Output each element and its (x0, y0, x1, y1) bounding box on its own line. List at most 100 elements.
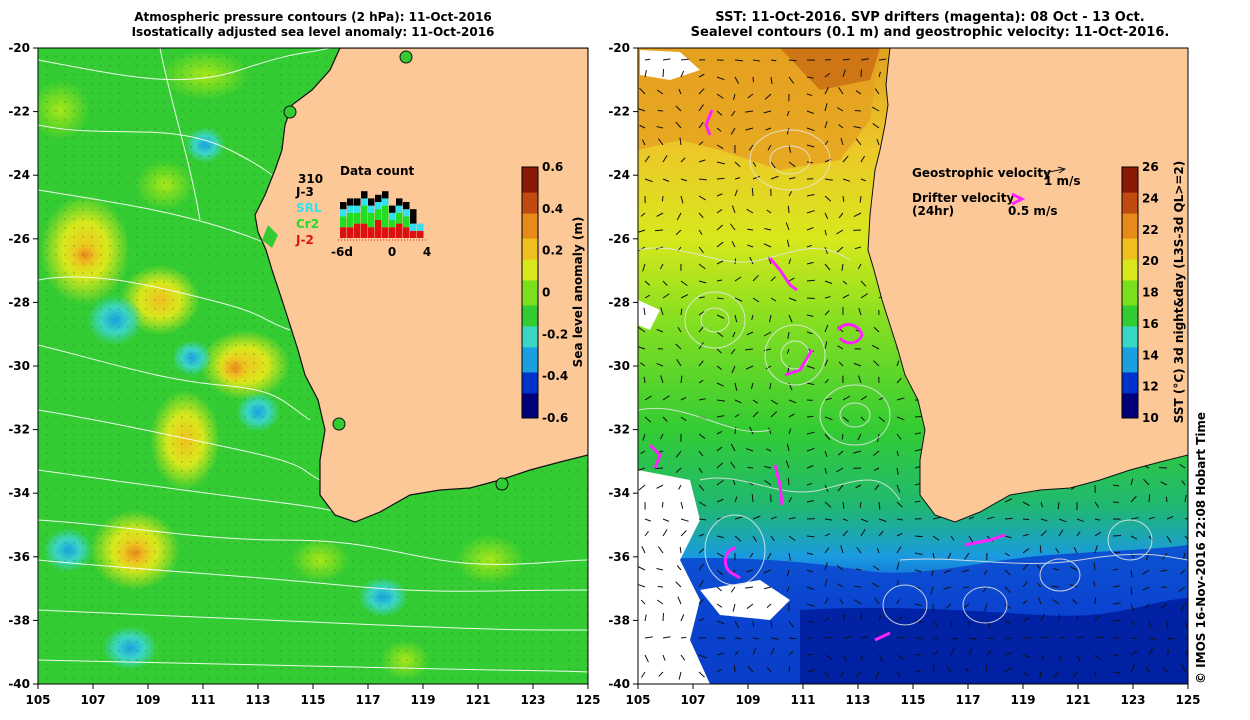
velocity-arrow (1036, 564, 1042, 571)
velocity-arrow (872, 565, 880, 571)
velocity-arrow (824, 547, 830, 554)
velocity-arrow (698, 379, 704, 384)
colorbar-swatch (1122, 384, 1138, 390)
velocity-arrow (716, 365, 722, 370)
velocity-arrow (749, 426, 754, 435)
velocity-arrow (770, 647, 775, 656)
velocity-arrow (860, 280, 867, 287)
inset-bar-segment (382, 191, 389, 199)
velocity-arrow (676, 565, 682, 571)
velocity-arrow (770, 516, 777, 520)
velocity-arrow (968, 516, 975, 520)
velocity-arrow (716, 297, 724, 300)
velocity-arrow (806, 447, 815, 452)
velocity-arrow (1039, 545, 1042, 554)
velocity-arrow (716, 552, 725, 558)
velocity-arrow (644, 654, 649, 663)
velocity-arrow (855, 671, 862, 678)
velocity-arrow (745, 127, 754, 131)
colorbar-swatch (522, 259, 538, 264)
colorbar-swatch (522, 175, 538, 181)
velocity-arrow (1112, 501, 1119, 504)
velocity-arrow (731, 110, 736, 117)
velocity-arrow (842, 636, 851, 639)
velocity-arrow (824, 397, 832, 401)
x-tick-label: 115 (900, 693, 925, 707)
velocity-arrow (943, 586, 952, 590)
velocity-arrow (660, 307, 664, 316)
velocity-arrow (656, 484, 664, 489)
velocity-arrow (716, 224, 724, 231)
velocity-arrow (965, 667, 970, 673)
velocity-arrow (662, 155, 668, 163)
velocity-arrow (716, 241, 724, 248)
velocity-arrow (840, 545, 844, 554)
colorbar-tick-label: 0 (542, 286, 550, 300)
velocity-arrow (860, 636, 868, 639)
inset-x-label: 4 (423, 245, 431, 259)
velocity-arrow (1130, 495, 1137, 503)
velocity-arrow (786, 110, 790, 117)
inset-x-label: 0 (388, 245, 396, 259)
velocity-arrow (1181, 480, 1186, 486)
velocity-arrow (662, 395, 670, 401)
velocity-arrow (638, 484, 646, 491)
velocity-arrow (656, 599, 664, 605)
velocity-arrow (752, 59, 761, 62)
velocity-arrow (658, 671, 664, 677)
colorbar-swatch (1122, 229, 1138, 235)
velocity-arrow (747, 665, 754, 673)
colorbar-tick-label: 14 (1142, 348, 1159, 362)
left-axes: -20 -22 -24 -26 -28 -30 -32 -34 -36 -38 -40 105 107 1… (8, 41, 600, 707)
velocity-arrow (842, 294, 850, 299)
velocity-arrow (932, 620, 938, 627)
inset-legend-label: SRL (296, 201, 322, 215)
velocity-arrow (716, 348, 723, 354)
velocity-arrow (641, 139, 646, 146)
velocity-arrow (1022, 617, 1030, 622)
velocity-arrow (680, 157, 686, 163)
velocity-arrow (950, 620, 953, 627)
left-title-line2: Isostatically adjusted sea level anomaly… (131, 25, 495, 39)
velocity-arrow (640, 450, 646, 454)
velocity-arrow (824, 296, 831, 299)
velocity-arrow (1040, 636, 1049, 639)
velocity-arrow (853, 126, 862, 129)
colorbar-swatch (1122, 175, 1138, 181)
colorbar-swatch (522, 317, 538, 323)
velocity-arrow (1040, 518, 1048, 522)
velocity-arrow (806, 244, 812, 248)
velocity-arrow (855, 138, 862, 146)
velocity-arrow (680, 636, 687, 639)
velocity-arrow (654, 229, 664, 232)
velocity-arrow (1112, 551, 1121, 554)
velocity-arrow (1130, 517, 1139, 520)
velocity-arrow (824, 178, 833, 181)
velocity-arrow (766, 666, 772, 673)
velocity-arrow (1130, 620, 1136, 626)
velocity-arrow (1184, 649, 1188, 656)
velocity-arrow (785, 460, 790, 469)
velocity-arrow (947, 552, 952, 560)
velocity-arrow (1179, 463, 1186, 469)
velocity-arrow (932, 535, 940, 541)
velocity-arrow (680, 70, 685, 78)
velocity-arrow (1036, 582, 1042, 588)
velocity-arrow (734, 620, 740, 629)
velocity-arrow (752, 76, 755, 83)
velocity-arrow (1178, 586, 1186, 592)
y-tick-label: -38 (8, 613, 30, 627)
inset-bar-segment (347, 205, 354, 213)
x-tick-label: 105 (25, 693, 50, 707)
velocity-arrow (698, 433, 706, 440)
colorbar-swatch (1122, 225, 1138, 231)
velocity-arrow (896, 484, 901, 493)
velocity-arrow (1004, 603, 1012, 609)
colorbar-swatch (522, 367, 538, 373)
velocity-arrow (787, 477, 790, 486)
colorbar-swatch (1122, 246, 1138, 252)
velocity-arrow (698, 580, 704, 588)
velocity-arrow (698, 229, 703, 235)
colorbar-tick-label: 26 (1142, 160, 1159, 174)
velocity-arrow (734, 161, 741, 168)
